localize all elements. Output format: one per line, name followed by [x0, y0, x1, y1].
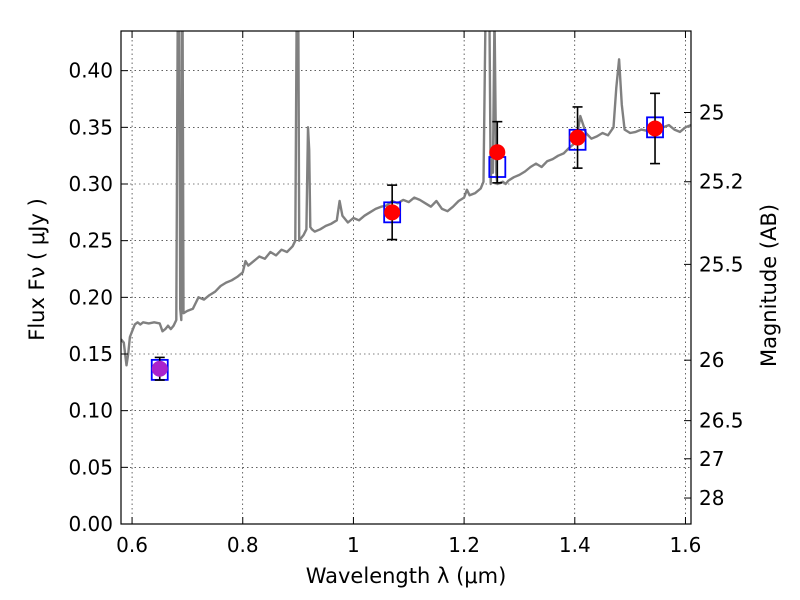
- mag-tick-label: 25: [699, 101, 724, 125]
- observed-points-layer: [151, 92, 664, 381]
- y-tick-label: 0.35: [68, 115, 113, 139]
- x-tick-label: 0.6: [116, 533, 148, 557]
- y-tick-label: 0.30: [68, 172, 113, 196]
- y-tick-label: 0.00: [68, 512, 113, 536]
- mag-tick-label: 25.5: [699, 252, 744, 276]
- x-tick-label: 1: [347, 533, 360, 557]
- y-tick-label: 0.20: [68, 285, 113, 309]
- y-tick-label: 0.15: [68, 342, 113, 366]
- y-axis-label: Flux Fν ( μJy ): [25, 198, 49, 341]
- x-tick-label: 1.4: [559, 533, 591, 557]
- observed-point: [569, 129, 586, 146]
- y-tick-label: 0.25: [68, 229, 113, 253]
- model-points-layer: [150, 116, 664, 381]
- x-tick-label: 1.6: [670, 533, 702, 557]
- y-tick-label: 0.05: [68, 455, 113, 479]
- right-axis-label: Magnitude (AB): [757, 204, 781, 367]
- x-tick-label: 0.8: [227, 533, 259, 557]
- axis-ticks: 0.6 0.8 1 1.2 1.4 1.6 0.00 0.05 0.10 0.15 0.20 0.25…: [68, 31, 744, 557]
- mag-tick-label: 27: [699, 447, 724, 471]
- mag-tick-label: 28: [699, 486, 724, 510]
- observed-point: [151, 360, 168, 377]
- mag-tick-label: 26: [699, 348, 724, 372]
- observed-point: [647, 120, 664, 137]
- x-tick-label: 1.2: [448, 533, 480, 557]
- observed-point: [489, 144, 506, 161]
- mag-tick-label: 25.2: [699, 170, 744, 194]
- grid-lines: [121, 31, 691, 525]
- spectrum-line: [121, 31, 691, 367]
- y-tick-label: 0.40: [68, 59, 113, 83]
- x-axis-label: Wavelength λ (μm): [306, 564, 507, 588]
- observed-point: [384, 204, 401, 221]
- mag-tick-label: 26.5: [699, 409, 744, 433]
- plot-frame: [120, 30, 692, 525]
- spectrum-layer: [121, 31, 691, 367]
- y-tick-label: 0.10: [68, 399, 113, 423]
